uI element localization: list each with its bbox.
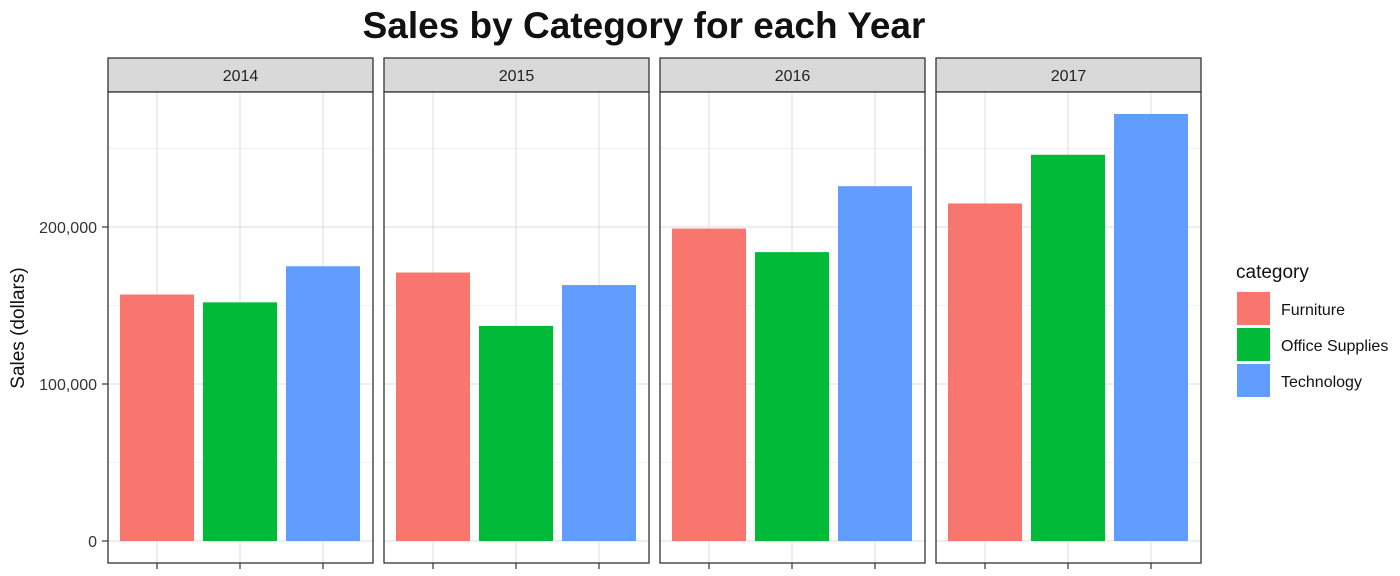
legend-label: Technology [1281, 374, 1362, 391]
legend-key-technology [1237, 364, 1270, 397]
legend-key-office-supplies [1237, 328, 1270, 361]
legend-title: category [1236, 262, 1309, 283]
bar-2014-furniture [120, 294, 194, 541]
facet-strip-label: 2015 [499, 68, 535, 85]
facet-strip [659, 57, 926, 93]
facet-strip [935, 57, 1202, 93]
legend-key-furniture [1237, 292, 1270, 325]
bar-2016-technology [838, 186, 912, 541]
bar-2017-furniture [948, 203, 1022, 541]
y-tick-label: 0 [88, 534, 97, 551]
legend-label: Office Supplies [1281, 338, 1388, 355]
facet-strip-label: 2016 [775, 68, 811, 85]
facet-panel-2014: 2014 [107, 57, 374, 569]
legend-label: Furniture [1281, 302, 1345, 319]
bar-2014-technology [286, 266, 360, 541]
facet-panel-2016: 2016 [659, 57, 926, 569]
facet-panel-2015: 2015 [383, 57, 650, 569]
facet-strip [383, 57, 650, 93]
legend-entries: Furniture Office Supplies Technology [1237, 292, 1388, 397]
chart-title: Sales by Category for each Year [363, 5, 926, 46]
facet-panels: 2014 2015 2016 2017 [107, 57, 1202, 569]
bar-2014-office-supplies [203, 302, 277, 541]
bar-2015-office-supplies [479, 325, 553, 541]
bar-2015-technology [562, 285, 636, 541]
bar-2016-office-supplies [755, 252, 829, 541]
y-axis-label: Sales (dollars) [8, 267, 29, 388]
facet-panel-2017: 2017 [935, 57, 1202, 569]
facet-strip-label: 2017 [1051, 68, 1087, 85]
legend: category Furniture Office Supplies Technol… [1236, 262, 1388, 397]
y-tick-label: 100,000 [39, 377, 97, 394]
bar-2017-office-supplies [1031, 154, 1105, 541]
bar-2015-furniture [396, 272, 470, 541]
y-tick-label: 200,000 [39, 220, 97, 237]
bar-2017-technology [1114, 113, 1188, 542]
bar-2016-furniture [672, 228, 746, 541]
facet-strip-label: 2014 [223, 68, 259, 85]
facet-strip [107, 57, 374, 93]
y-axis: 0 100,000 200,000 [39, 220, 108, 551]
